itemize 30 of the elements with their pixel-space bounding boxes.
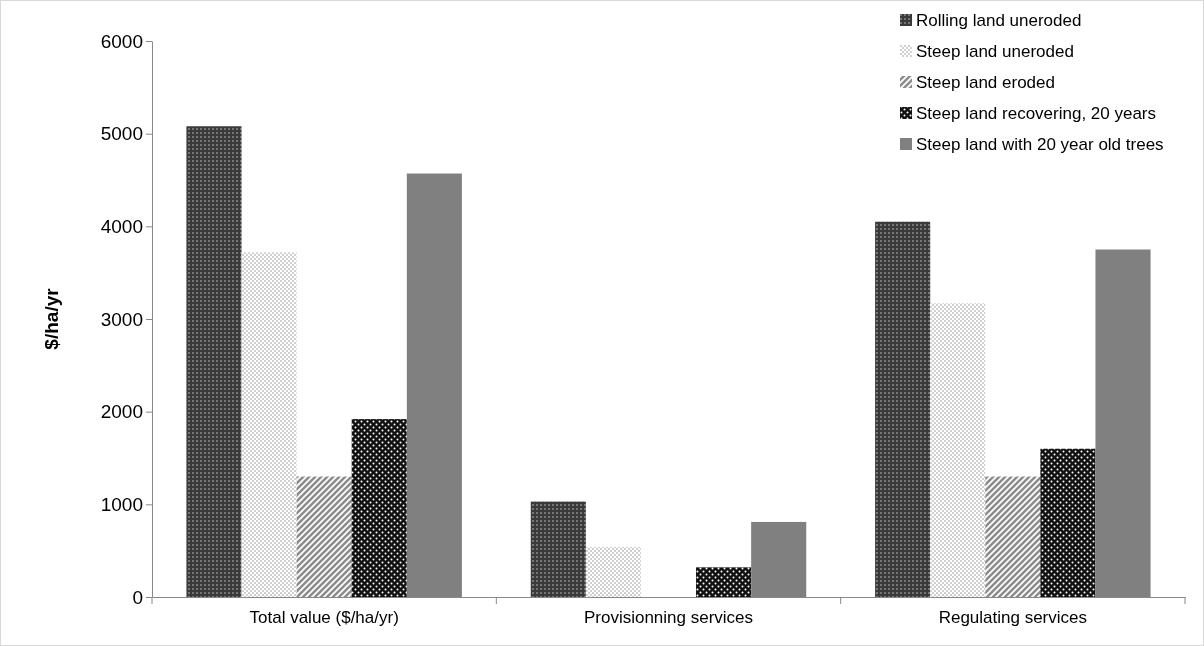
legend-label: Steep land with 20 year old trees [916,135,1164,154]
x-tick-label: Regulating services [938,608,1088,628]
bar [241,252,297,597]
bar [351,419,407,597]
y-tick-label: 6000 [100,30,143,52]
bar [930,303,986,597]
bar [1040,448,1096,597]
y-axis-title: $/ha/yr [41,287,62,350]
bar [296,476,352,597]
y-tick-label: 2000 [100,401,143,423]
legend-label: Steep land recovering, 20 years [916,104,1157,123]
x-tick-label: Total value ($/ha/yr) [249,608,399,628]
bar [530,501,586,597]
y-tick-label: 1000 [100,493,143,515]
bar [585,546,641,597]
legend-label: Steep land eroded [916,73,1055,92]
bar [985,476,1041,597]
y-tick-label: 0 [132,586,143,608]
y-tick-label: 5000 [100,123,143,145]
bar [751,521,807,597]
bar [1095,249,1151,597]
bar [875,221,931,597]
bar [696,567,752,597]
bar [406,173,462,597]
legend-label: Rolling land uneroded [916,11,1082,30]
x-tick-label: Provisionning services [583,608,754,628]
y-tick-label: 3000 [100,308,143,330]
bar [186,126,242,597]
legend-label: Steep land uneroded [916,42,1074,61]
y-tick-label: 4000 [100,215,143,237]
